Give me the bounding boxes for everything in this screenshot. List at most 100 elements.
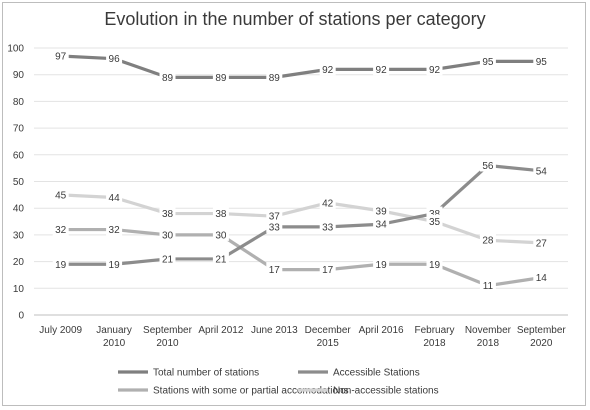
data-label-bg bbox=[159, 206, 176, 220]
data-label-bg bbox=[479, 233, 496, 247]
x-tick-label: February 2018 bbox=[414, 325, 454, 349]
data-label: 44 bbox=[109, 193, 121, 204]
data-label-bg bbox=[479, 278, 496, 292]
series-line bbox=[59, 54, 543, 79]
data-label: 28 bbox=[482, 236, 494, 247]
x-tick-label-line: 2010 bbox=[156, 338, 179, 349]
data-label-bg bbox=[319, 62, 336, 76]
data-label-bg bbox=[52, 257, 69, 271]
x-tick-label-line: July 2009 bbox=[39, 325, 82, 336]
axes: 0 10 20 30 40 50 60 70 80 90 100 July 2009 January 20… bbox=[7, 44, 566, 350]
x-tick-label-line: 2018 bbox=[423, 338, 446, 349]
data-label-bg bbox=[266, 70, 283, 84]
data-label: 89 bbox=[162, 73, 174, 84]
y-tick-label: 30 bbox=[13, 230, 25, 241]
data-label-bg bbox=[106, 51, 123, 65]
y-tick-label: 60 bbox=[13, 150, 25, 161]
data-label-bg bbox=[212, 70, 229, 84]
data-label: 92 bbox=[429, 65, 441, 76]
x-tick-label: September 2020 bbox=[517, 325, 567, 349]
data-label: 95 bbox=[482, 57, 494, 68]
data-label: 37 bbox=[269, 212, 281, 223]
data-label: 17 bbox=[269, 265, 281, 276]
y-tick-label: 80 bbox=[13, 97, 25, 108]
data-label-bg bbox=[212, 227, 229, 241]
data-label: 30 bbox=[215, 230, 227, 241]
data-label-bg bbox=[266, 209, 283, 223]
data-label: 38 bbox=[215, 209, 227, 220]
data-label: 19 bbox=[376, 260, 388, 271]
data-label-bg bbox=[319, 262, 336, 276]
x-tick-label: April 2012 bbox=[198, 325, 243, 336]
data-label: 33 bbox=[322, 222, 334, 233]
legend-label: Stations with some or partial accomodati… bbox=[153, 386, 349, 397]
y-tick-label: 50 bbox=[13, 177, 25, 188]
data-labels: 97 96 89 89 89 92 92 92 95 95 19 19 21 21 33 33 34 38 56 54… bbox=[52, 49, 550, 292]
data-label-bg bbox=[426, 214, 443, 228]
data-label: 38 bbox=[429, 209, 441, 220]
x-tick-label-line: April 2012 bbox=[198, 325, 243, 336]
legend-label: Non-accessible stations bbox=[333, 386, 439, 397]
data-label: 11 bbox=[483, 281, 494, 292]
data-label: 97 bbox=[55, 52, 67, 63]
data-label: 17 bbox=[322, 265, 334, 276]
y-tick-label: 20 bbox=[13, 257, 25, 268]
gridlines bbox=[34, 47, 568, 316]
y-tick-label: 100 bbox=[7, 44, 24, 55]
y-tick-label: 0 bbox=[18, 311, 24, 322]
data-label-bg bbox=[373, 257, 390, 271]
data-label: 39 bbox=[376, 206, 388, 217]
data-label-bg bbox=[319, 219, 336, 233]
data-label: 19 bbox=[109, 260, 121, 271]
data-label-bg bbox=[533, 270, 550, 284]
x-tick-label: April 2016 bbox=[359, 325, 404, 336]
data-label: 19 bbox=[55, 260, 67, 271]
data-label: 19 bbox=[429, 260, 441, 271]
data-label: 95 bbox=[536, 57, 548, 68]
data-label: 21 bbox=[215, 254, 227, 265]
legend: Total number of stations Accessible Stati… bbox=[118, 368, 439, 397]
data-label: 35 bbox=[429, 217, 441, 228]
data-label: 38 bbox=[162, 209, 174, 220]
data-label: 33 bbox=[269, 222, 281, 233]
x-tick-label: January 2010 bbox=[96, 325, 132, 349]
data-label-bg bbox=[159, 227, 176, 241]
series-line bbox=[59, 193, 543, 245]
data-label: 54 bbox=[536, 166, 548, 177]
data-label: 30 bbox=[162, 230, 174, 241]
data-label-bg bbox=[373, 203, 390, 217]
data-label-bg bbox=[373, 217, 390, 231]
data-label: 32 bbox=[55, 225, 67, 236]
legend-label: Total number of stations bbox=[153, 368, 259, 379]
series-lines bbox=[59, 54, 543, 288]
data-label-bg bbox=[426, 62, 443, 76]
data-label: 89 bbox=[215, 73, 227, 84]
data-label-bg bbox=[159, 251, 176, 265]
data-label-bg bbox=[212, 251, 229, 265]
y-tick-label: 10 bbox=[13, 284, 25, 295]
x-tick-label-line: 2015 bbox=[317, 338, 340, 349]
data-label: 89 bbox=[269, 73, 281, 84]
data-label: 92 bbox=[376, 65, 388, 76]
legend-label: Accessible Stations bbox=[333, 368, 420, 379]
x-tick-label: September 2010 bbox=[143, 325, 193, 349]
data-label-bg bbox=[479, 158, 496, 172]
data-label-bg bbox=[533, 163, 550, 177]
x-tick-label: June 2013 bbox=[251, 325, 298, 336]
data-label: 32 bbox=[109, 225, 121, 236]
data-label: 14 bbox=[536, 273, 548, 284]
x-tick-label: November 2018 bbox=[465, 325, 512, 349]
data-label-bg bbox=[533, 235, 550, 249]
x-tick-label-line: February bbox=[414, 325, 454, 336]
x-tick-label-line: September bbox=[517, 325, 567, 336]
data-label: 42 bbox=[322, 198, 334, 209]
chart-title: Evolution in the number of stations per … bbox=[104, 9, 486, 29]
series-line bbox=[59, 227, 543, 288]
data-label: 56 bbox=[482, 161, 494, 172]
data-label: 34 bbox=[376, 220, 388, 231]
data-label-bg bbox=[52, 187, 69, 201]
data-label-bg bbox=[426, 257, 443, 271]
data-label-bg bbox=[373, 62, 390, 76]
x-tick-label-line: 2020 bbox=[530, 338, 553, 349]
